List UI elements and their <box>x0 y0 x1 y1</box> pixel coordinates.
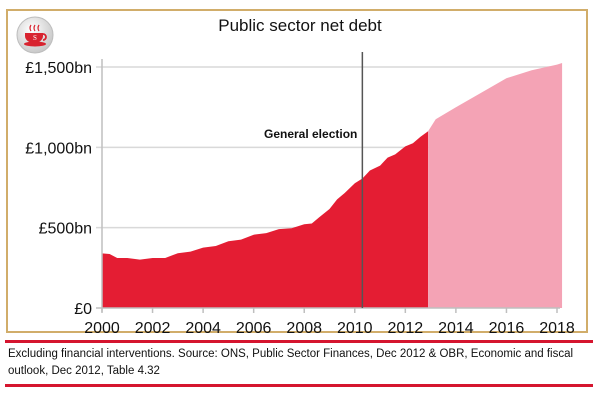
chart-plot: £0 £500bn £1,000bn £1,500bn 2000 2002 2004 2006… <box>25 52 575 337</box>
teacup-logo-icon: S <box>16 16 54 54</box>
x-tick-label: 2000 <box>84 320 120 337</box>
bottom-rule <box>5 384 593 387</box>
x-tick-label: 2008 <box>286 320 322 337</box>
y-tick-label: £500bn <box>39 221 92 238</box>
series-area-actual <box>102 131 429 308</box>
x-tick-label: 2010 <box>337 320 373 337</box>
y-tick-label: £1,500bn <box>25 60 92 77</box>
x-tick-label: 2004 <box>185 320 221 337</box>
logo-letter: S <box>33 34 37 42</box>
footnote: Excluding financial interventions. Sourc… <box>8 348 574 377</box>
x-tick-label: 2016 <box>489 320 525 337</box>
x-tick-label: 2006 <box>236 320 272 337</box>
series-area-forecast <box>428 63 563 308</box>
x-tick-label: 2014 <box>438 320 474 337</box>
general-election-label: General election <box>264 127 357 141</box>
x-tick-label: 2018 <box>539 320 575 337</box>
y-tick-label: £1,000bn <box>25 140 92 157</box>
chart-title: Public sector net debt <box>218 16 382 35</box>
x-tick-label: 2002 <box>135 320 171 337</box>
y-tick-label: £0 <box>74 301 92 318</box>
x-tick-label: 2012 <box>388 320 424 337</box>
top-rule <box>5 340 593 343</box>
